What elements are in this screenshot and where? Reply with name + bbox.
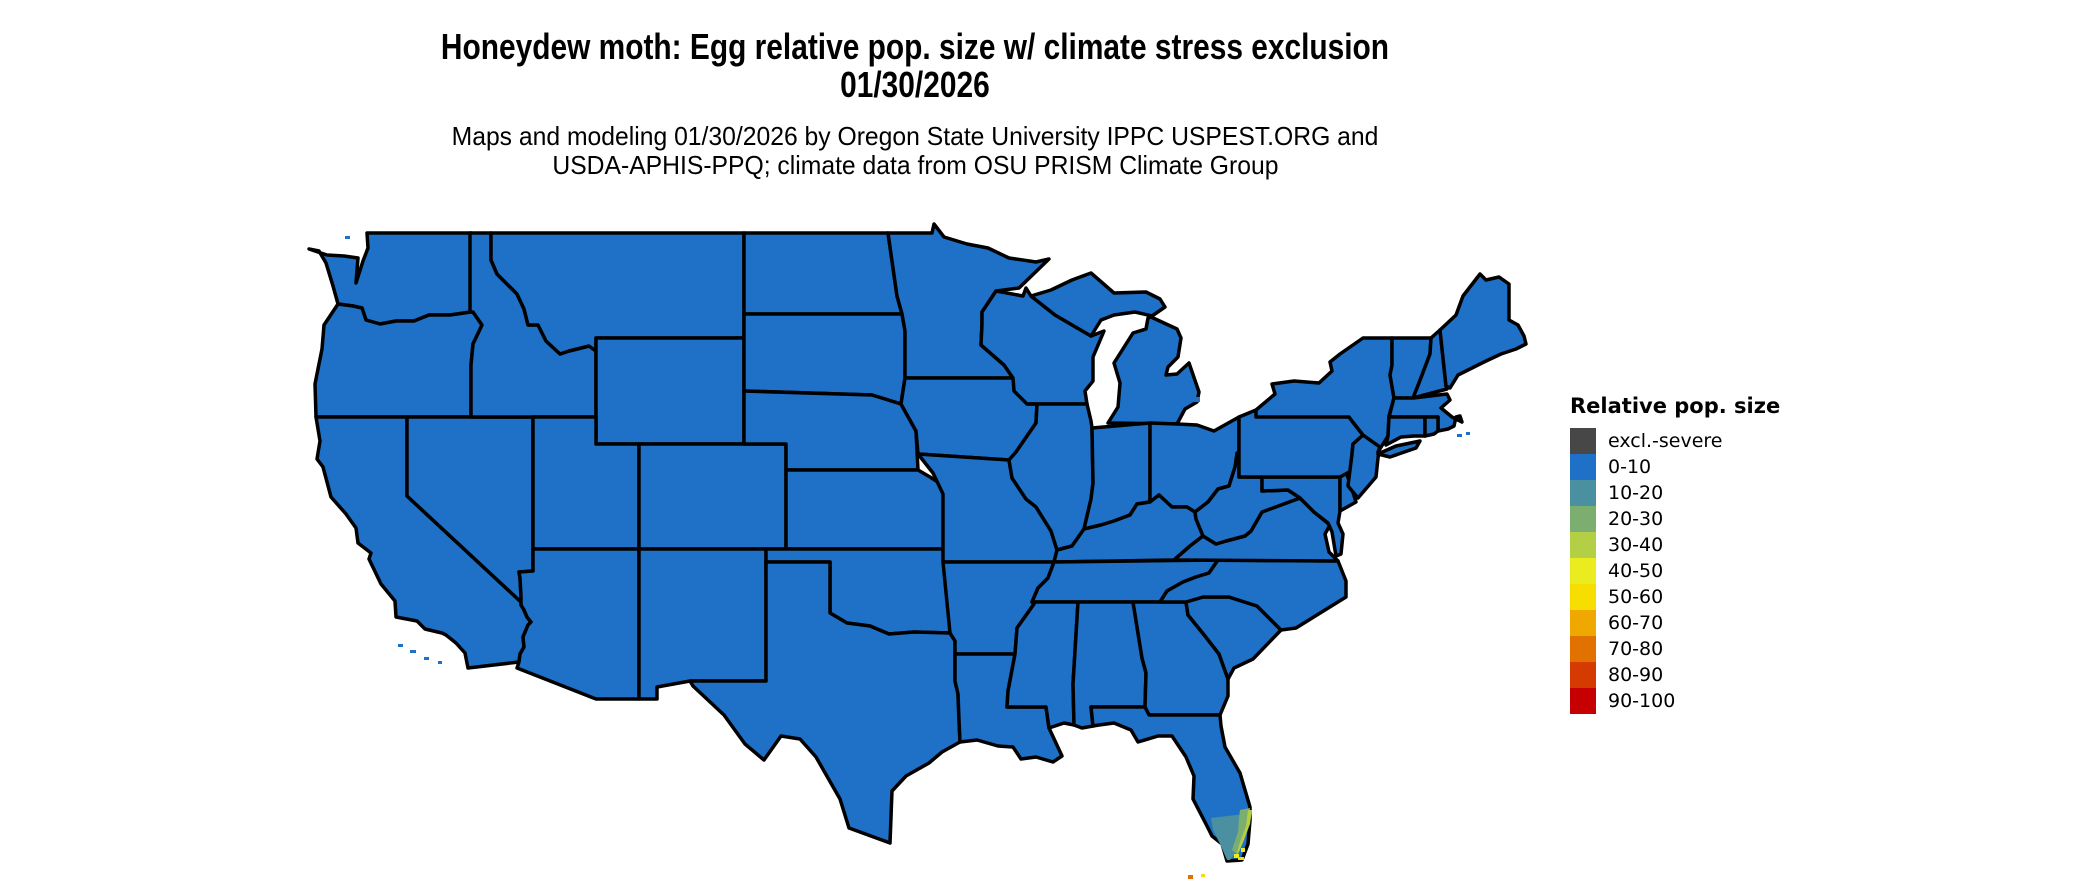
state-north-carolina — [1158, 558, 1348, 632]
legend-label: 20-30 — [1608, 508, 1664, 530]
legend-label: 50-60 — [1608, 586, 1664, 608]
legend-swatch-excl-severe — [1570, 428, 1596, 454]
legend-row: 30-40 — [1570, 532, 1780, 558]
legend-label: 60-70 — [1608, 612, 1664, 634]
legend-label: 90-100 — [1608, 690, 1676, 712]
florida-class-40-50-cell — [1241, 848, 1245, 852]
state-maine — [1438, 272, 1528, 390]
legend-swatch-90-100 — [1570, 688, 1596, 714]
legend-row: 90-100 — [1570, 688, 1780, 714]
page-title: Honeydew moth: Egg relative pop. size w/… — [344, 28, 1486, 104]
legend-swatch-70-80 — [1570, 636, 1596, 662]
title-line-2: 01/30/2026 — [344, 66, 1486, 104]
channel-islands-speck — [424, 657, 429, 660]
subtitle-line-2-text: USDA-APHIS-PPQ; climate data from OSU PR… — [551, 150, 1279, 180]
cape-cod-islands-speck — [1466, 432, 1470, 435]
state-pennsylvania — [1237, 408, 1365, 479]
state-texas — [688, 560, 962, 845]
channel-islands-speck — [398, 644, 403, 647]
legend-swatch-50-60 — [1570, 584, 1596, 610]
state-maryland — [1260, 475, 1345, 558]
legend-row: 0-10 — [1570, 454, 1780, 480]
state-new-mexico — [637, 547, 768, 701]
legend-row: 60-70 — [1570, 610, 1780, 636]
florida-class-20-30-region — [1232, 808, 1250, 854]
state-michigan-lower-peninsula — [1106, 315, 1201, 426]
state-arizona — [515, 547, 641, 701]
san-juan-islands-speck — [345, 236, 350, 239]
legend-swatch-0-10 — [1570, 454, 1596, 480]
state-colorado — [637, 442, 788, 551]
subtitle-line-1: Maps and modeling 01/30/2026 by Oregon S… — [427, 122, 1403, 151]
state-rhode-island — [1423, 415, 1440, 438]
florida-class-30-40-region — [1236, 810, 1252, 856]
state-north-dakota — [742, 231, 904, 316]
legend-swatch-30-40 — [1570, 532, 1596, 558]
channel-islands-speck — [438, 661, 442, 664]
state-new-york-long-island — [1376, 439, 1422, 459]
state-michigan-upper-peninsula — [1029, 271, 1167, 338]
legend: Relative pop. size excl.-severe 0-10 10-… — [1570, 394, 1780, 714]
florida-keys-class-70-80-segment — [1213, 869, 1229, 875]
legend-row: 70-80 — [1570, 636, 1780, 662]
florida-keys-class-70-80-cell — [1188, 875, 1193, 879]
legend-title: Relative pop. size — [1570, 394, 1781, 418]
channel-islands-speck — [410, 650, 416, 653]
florida-keys-class-50-60-cell — [1201, 874, 1205, 877]
legend-label: 0-10 — [1608, 456, 1652, 478]
legend-row: 80-90 — [1570, 662, 1780, 688]
state-florida — [1089, 705, 1252, 863]
legend-label: 40-50 — [1608, 560, 1664, 582]
state-kansas — [784, 468, 946, 551]
subtitle-line-1-text: Maps and modeling 01/30/2026 by Oregon S… — [451, 121, 1379, 151]
legend-swatch-20-30 — [1570, 506, 1596, 532]
title-line-2-text: 01/30/2026 — [840, 64, 990, 105]
legend-label: 80-90 — [1608, 664, 1664, 686]
lake-st-clair-speck — [1194, 397, 1200, 402]
legend-row: 20-30 — [1570, 506, 1780, 532]
legend-swatch-80-90 — [1570, 662, 1596, 688]
legend-swatch-40-50 — [1570, 558, 1596, 584]
legend-row: 10-20 — [1570, 480, 1780, 506]
legend-label: excl.-severe — [1608, 430, 1723, 452]
legend-swatch-10-20 — [1570, 480, 1596, 506]
subtitle-line-2: USDA-APHIS-PPQ; climate data from OSU PR… — [427, 151, 1403, 180]
legend-row: excl.-severe — [1570, 428, 1780, 454]
florida-class-40-50-cell — [1234, 854, 1239, 858]
title-line-1: Honeydew moth: Egg relative pop. size w/… — [344, 28, 1486, 66]
legend-label: 70-80 — [1608, 638, 1664, 660]
cape-cod-islands-speck — [1457, 434, 1462, 437]
state-oregon — [313, 302, 484, 419]
legend-label: 10-20 — [1608, 482, 1664, 504]
title-line-1-text: Honeydew moth: Egg relative pop. size w/… — [440, 26, 1390, 67]
state-wyoming — [594, 336, 746, 446]
legend-row: 50-60 — [1570, 584, 1780, 610]
florida-class-50-60-cell — [1238, 857, 1244, 860]
page-subtitle: Maps and modeling 01/30/2026 by Oregon S… — [427, 122, 1403, 180]
legend-label: 30-40 — [1608, 534, 1664, 556]
legend-swatch-60-70 — [1570, 610, 1596, 636]
us-choropleth-map — [307, 222, 1528, 879]
legend-row: 40-50 — [1570, 558, 1780, 584]
